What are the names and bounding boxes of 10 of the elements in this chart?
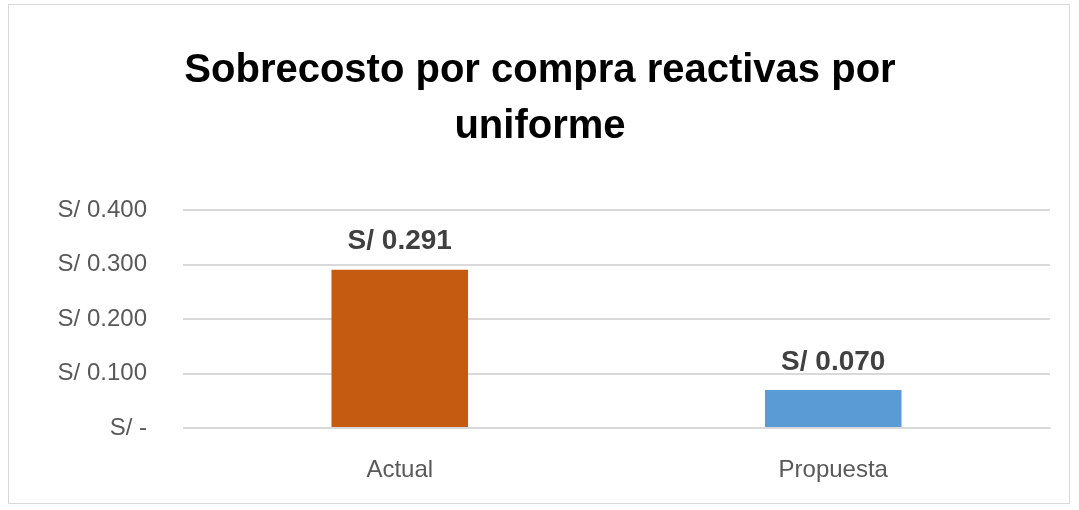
y-tick-label: S/ 0.100 [57,358,147,386]
chart-title: Sobrecosto por compra reactivas por uniforme [183,45,897,148]
y-tick-label: S/ 0.400 [57,195,147,223]
x-tick-label: Propuesta [778,455,889,483]
y-tick-label: S/ 0.300 [57,249,147,277]
y-tick-label: S/ - [109,412,147,440]
x-tick-label: Actual [366,455,434,483]
y-tick-label: S/ 0.200 [57,303,147,331]
data-label: S/ 0.070 [781,344,886,376]
data-label: S/ 0.291 [347,224,452,256]
